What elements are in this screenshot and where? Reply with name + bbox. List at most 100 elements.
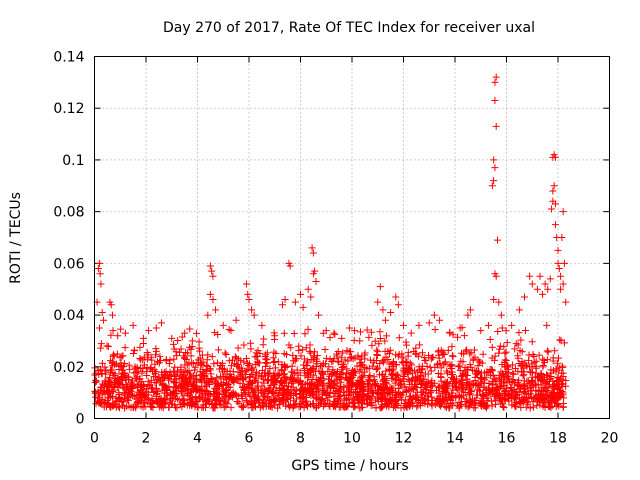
data-point bbox=[489, 367, 497, 375]
data-point bbox=[385, 395, 393, 403]
data-point bbox=[464, 311, 472, 319]
data-point bbox=[152, 385, 160, 393]
data-point bbox=[283, 351, 291, 359]
data-point bbox=[137, 402, 145, 410]
data-point bbox=[295, 347, 303, 355]
data-point bbox=[444, 346, 452, 354]
data-point bbox=[374, 348, 382, 356]
data-point bbox=[152, 324, 160, 332]
data-point bbox=[299, 303, 307, 311]
data-point bbox=[543, 347, 551, 355]
data-point bbox=[401, 368, 409, 376]
data-point bbox=[248, 306, 256, 314]
data-point bbox=[136, 343, 144, 351]
data-point bbox=[554, 246, 562, 254]
data-point bbox=[528, 387, 536, 395]
data-point bbox=[365, 364, 373, 372]
data-point bbox=[492, 400, 500, 408]
data-point bbox=[509, 387, 517, 395]
data-point bbox=[116, 354, 124, 362]
data-point bbox=[370, 373, 378, 381]
data-point bbox=[495, 349, 503, 357]
data-point bbox=[493, 390, 501, 398]
data-point bbox=[293, 395, 301, 403]
data-point bbox=[435, 351, 443, 359]
data-point bbox=[448, 371, 456, 379]
data-point bbox=[159, 397, 167, 405]
data-point bbox=[110, 352, 118, 360]
data-point bbox=[270, 329, 278, 337]
data-point bbox=[331, 330, 339, 338]
data-point bbox=[227, 404, 235, 412]
data-point bbox=[558, 383, 566, 391]
data-point bbox=[170, 377, 178, 385]
data-point bbox=[148, 356, 156, 364]
data-point bbox=[548, 388, 556, 396]
data-point bbox=[139, 356, 147, 364]
data-point bbox=[488, 378, 496, 386]
data-point bbox=[424, 378, 432, 386]
data-point bbox=[473, 370, 481, 378]
data-point bbox=[515, 306, 523, 314]
data-point bbox=[101, 367, 109, 375]
data-point bbox=[138, 386, 146, 394]
y-tick-labels: 0 0.02 0.04 0.06 0.08 0.1 0.12 0.14 bbox=[53, 50, 84, 428]
data-point bbox=[308, 364, 316, 372]
data-point bbox=[378, 390, 386, 398]
data-point bbox=[322, 354, 330, 362]
data-point bbox=[270, 369, 278, 377]
data-point bbox=[472, 381, 480, 389]
data-point bbox=[502, 348, 510, 356]
data-point bbox=[186, 343, 194, 351]
data-point bbox=[196, 394, 204, 402]
data-point bbox=[508, 321, 516, 329]
data-point bbox=[158, 368, 166, 376]
data-point bbox=[209, 404, 217, 412]
data-point bbox=[294, 371, 302, 379]
data-point bbox=[180, 368, 188, 376]
data-point bbox=[394, 352, 402, 360]
data-point bbox=[245, 389, 253, 397]
data-point bbox=[434, 348, 442, 356]
data-point bbox=[433, 399, 441, 407]
data-point bbox=[232, 316, 240, 324]
data-point bbox=[225, 357, 233, 365]
data-point bbox=[184, 390, 192, 398]
data-point bbox=[337, 354, 345, 362]
data-point bbox=[188, 359, 196, 367]
data-point bbox=[260, 335, 268, 343]
data-point bbox=[469, 366, 477, 374]
data-point bbox=[278, 395, 286, 403]
data-point bbox=[389, 372, 397, 380]
data-point bbox=[484, 321, 492, 329]
data-point bbox=[497, 400, 505, 408]
data-point bbox=[495, 345, 503, 353]
data-point bbox=[532, 362, 540, 370]
data-point bbox=[318, 382, 326, 390]
data-point bbox=[509, 369, 517, 377]
data-point bbox=[495, 298, 503, 306]
x-tick-label: 2 bbox=[142, 431, 151, 447]
data-point bbox=[395, 389, 403, 397]
data-point bbox=[209, 296, 217, 304]
data-point bbox=[277, 376, 285, 384]
data-point bbox=[181, 329, 189, 337]
data-point bbox=[312, 355, 320, 363]
data-point bbox=[137, 394, 145, 402]
data-point bbox=[497, 382, 505, 390]
data-point bbox=[277, 366, 285, 374]
data-point bbox=[366, 356, 374, 364]
data-point bbox=[98, 359, 106, 367]
data-point bbox=[358, 385, 366, 393]
data-point bbox=[266, 365, 274, 373]
data-point bbox=[223, 379, 231, 387]
data-point bbox=[540, 357, 548, 365]
data-point bbox=[551, 221, 559, 229]
data-point bbox=[139, 399, 147, 407]
data-point bbox=[196, 347, 204, 355]
data-point bbox=[296, 376, 304, 384]
data-point bbox=[503, 339, 511, 347]
data-point bbox=[268, 397, 276, 405]
data-point bbox=[431, 325, 439, 333]
data-point bbox=[274, 372, 282, 380]
